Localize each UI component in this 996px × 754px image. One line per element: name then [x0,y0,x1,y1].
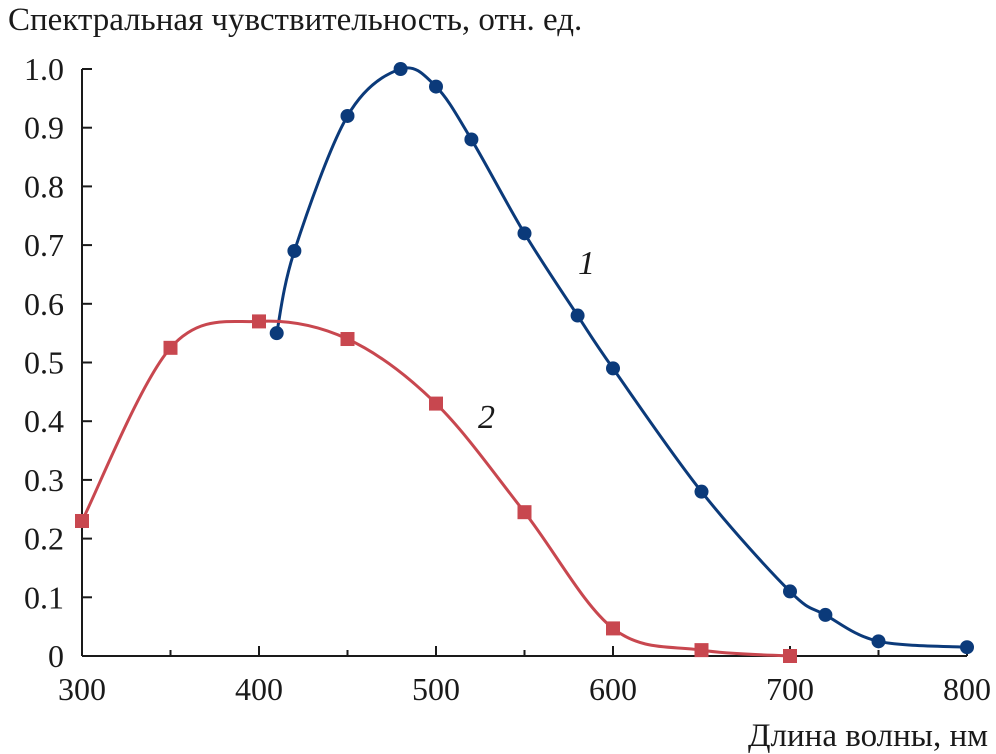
series-layer [75,62,974,663]
series-line-2 [80,319,792,658]
x-ticks: 300 400 500 600 700 800 [58,646,991,707]
data-point [871,634,886,649]
y-tick-label: 0.7 [24,227,64,263]
y-tick-label: 0.2 [24,521,64,557]
data-point [464,132,479,147]
data-point [783,584,797,599]
y-tick-label: 0 [48,638,64,674]
y-axis-label: Спектральная чувствительность, отн. ед. [8,2,582,38]
data-point [269,326,284,341]
x-tick-label: 500 [412,671,460,707]
data-point [340,108,355,123]
x-axis-label: Длина волны, нм [748,718,988,754]
series-2 [75,314,797,663]
x-tick-label: 800 [943,671,991,707]
y-tick-label: 0.4 [24,403,64,439]
data-point [75,513,89,528]
y-tick-label: 0.6 [24,286,64,322]
data-point [606,361,620,376]
curve-label-2: 2 [478,399,495,436]
data-point [163,340,178,355]
y-ticks: 0 0.1 0.2 0.3 0.4 0.5 0.6 0.7 0.8 0.9 1.0 [24,51,92,674]
y-tick-label: 0.9 [24,110,64,146]
data-point [393,62,408,76]
x-tick-label: 300 [58,671,106,707]
data-point [287,243,302,258]
y-tick-label: 0.5 [24,345,64,381]
y-tick-label: 0.1 [24,579,64,615]
data-point [429,79,443,94]
series-1 [269,62,974,655]
data-point [694,484,709,499]
data-point [340,332,355,347]
x-tick-label: 400 [235,671,283,707]
y-tick-label: 0.3 [24,462,64,498]
data-point [783,649,797,663]
data-point [694,643,709,658]
data-point [429,396,443,411]
data-point [570,308,585,323]
data-point [252,314,266,329]
y-tick-label: 1.0 [24,51,64,87]
data-point [960,640,974,655]
y-tick-label: 0.8 [24,168,64,204]
data-point [818,607,833,622]
axes [81,69,967,657]
curve-label-1: 1 [578,245,595,282]
data-point [517,226,532,241]
data-point [606,621,620,636]
data-point [517,505,532,520]
x-tick-label: 600 [589,671,637,707]
x-tick-label: 700 [766,671,814,707]
